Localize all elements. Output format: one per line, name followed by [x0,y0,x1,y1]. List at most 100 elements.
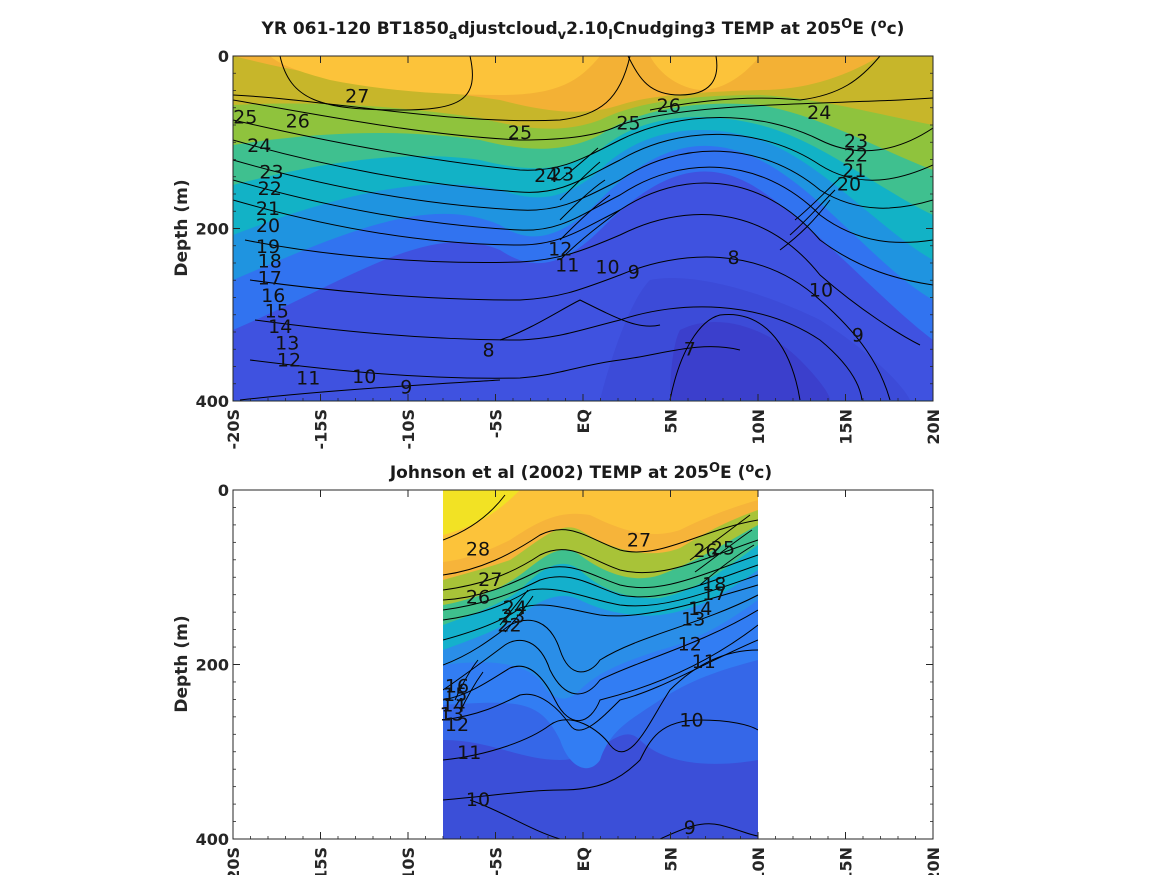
bottom-contour-label: 27 [627,530,651,552]
top-contour-label: 20 [256,215,280,237]
top-y-tick-label: 0 [218,47,229,66]
title-part: a [449,28,458,43]
top-y-tick-label: 400 [196,392,229,411]
bottom-contour-lines [443,494,758,839]
top-contour-label: 11 [296,368,320,390]
bottom-x-tick-label: -15S [312,847,331,875]
top-contour-label: 18 [258,250,282,272]
bottom-y-axis-label: Depth (m) [172,615,192,712]
top-contour-label: 23 [550,163,574,185]
title-part: c) [887,19,905,39]
title-part: O [709,461,720,476]
bottom-contour-label: 10 [466,789,490,811]
top-contour-label: 12 [548,238,572,260]
bottom-temperature-field [443,490,758,839]
bottom-contour-label: 10 [679,709,703,731]
top-contour-label: 25 [233,106,257,128]
bottom-contour-label: 12 [445,714,469,736]
title-part: I [608,28,613,43]
bottom-contour-label: 24 [503,597,527,619]
bottom-contour-label: 9 [684,817,696,839]
top-contour-label: 20 [837,174,861,196]
top-x-tick-label: -20S [224,409,243,449]
top-y-tick-label: 200 [196,220,229,239]
title-part: o [745,461,754,476]
top-contour-label: 19 [256,236,280,258]
bottom-contour-label: 11 [457,742,481,764]
bottom-contour-label: 25 [711,538,735,560]
top-contour-label: 22 [844,144,868,166]
top-contour-label: 24 [807,102,831,124]
top-contour-label: 23 [259,162,283,184]
bottom-y-tick-label: 400 [196,830,229,849]
top-contour-label: 10 [352,366,376,388]
top-contour-label: 8 [482,339,494,361]
title-part: c) [754,463,772,483]
bottom-contour-label: 14 [441,695,465,717]
top-contour-label: 25 [508,122,532,144]
bottom-contour-label: 11 [692,651,716,673]
bottom-x-tick-label: 5N [662,847,681,872]
title-part: v [558,28,567,43]
bottom-x-tick-label: 15N [837,847,856,875]
bottom-x-tick-label: 20N [924,847,943,875]
top-y-ticks: 0 200 400 [196,47,933,411]
top-contour-label: 12 [277,350,301,372]
top-contour-label: 24 [534,165,558,187]
top-contour-label: 14 [268,316,292,338]
bottom-x-tick-label: EQ [574,847,593,872]
bottom-contour-label: 13 [440,703,464,725]
top-contour-label: 22 [258,178,282,200]
top-contour-label: 8 [727,247,739,269]
bottom-contour-label: 28 [466,538,490,560]
top-contour-label: 21 [842,160,866,182]
top-contour-label: 9 [628,262,640,284]
title-part: E ( [852,19,877,39]
top-x-tick-label: EQ [574,409,593,434]
top-contour-lines [233,56,933,401]
top-y-axis-label: Depth (m) [172,179,192,276]
top-contour-label: 13 [275,332,299,354]
top-x-tick-label: 20N [924,409,943,445]
title-part: Johnson et al (2002) TEMP at 205 [389,463,709,483]
bottom-contour-label: 16 [445,675,469,697]
title-part: E ( [720,463,745,483]
bottom-y-tick-label: 0 [218,481,229,500]
bottom-contour-label: 27 [478,569,502,591]
bottom-contour-label: 14 [688,598,712,620]
title-part: YR 061-120 BT1850 [261,19,449,39]
bottom-contour-label: 17 [702,583,726,605]
title-part: djustcloud [457,19,557,39]
top-contour-label: 26 [286,111,310,133]
bottom-x-tick-label: -20S [224,847,243,875]
top-x-ticks: -20S -15S -10S -5S EQ 5N 10N 15N 20N [224,56,943,449]
bottom-y-tick-label: 200 [196,656,229,675]
bottom-contour-label: 23 [501,606,525,628]
top-contour-label: 15 [265,300,289,322]
title-part: O [841,17,852,32]
bottom-x-tick-label: 10N [749,847,768,875]
bottom-contour-label: 15 [443,684,467,706]
top-chart-title: YR 061-120 BT1850adjustcloudv2.10ICnudgi… [261,17,905,43]
bottom-y-ticks: 0 200 400 [196,481,933,849]
top-x-tick-label: 15N [837,409,856,445]
top-contour-label: 27 [345,86,369,108]
top-temperature-field [233,56,933,401]
top-contour-label: 9 [400,376,412,398]
bottom-contour-label: 22 [497,614,521,636]
top-contour-label: 21 [256,198,280,220]
top-contour-label: 24 [247,135,271,157]
bottom-x-ticks: -20S -15S -10S -5S EQ 5N 10N 15N 20N [224,490,943,875]
top-contour-label: 7 [684,338,696,360]
top-contour-label: 17 [258,268,282,290]
top-x-tick-label: 10N [749,409,768,445]
top-contour-label: 11 [555,255,579,277]
top-contour-label: 25 [616,112,640,134]
bottom-contour-label: 26 [693,540,717,562]
top-contour-label: 23 [844,131,868,153]
bottom-chart-title: Johnson et al (2002) TEMP at 205OE (oc) [389,461,772,483]
